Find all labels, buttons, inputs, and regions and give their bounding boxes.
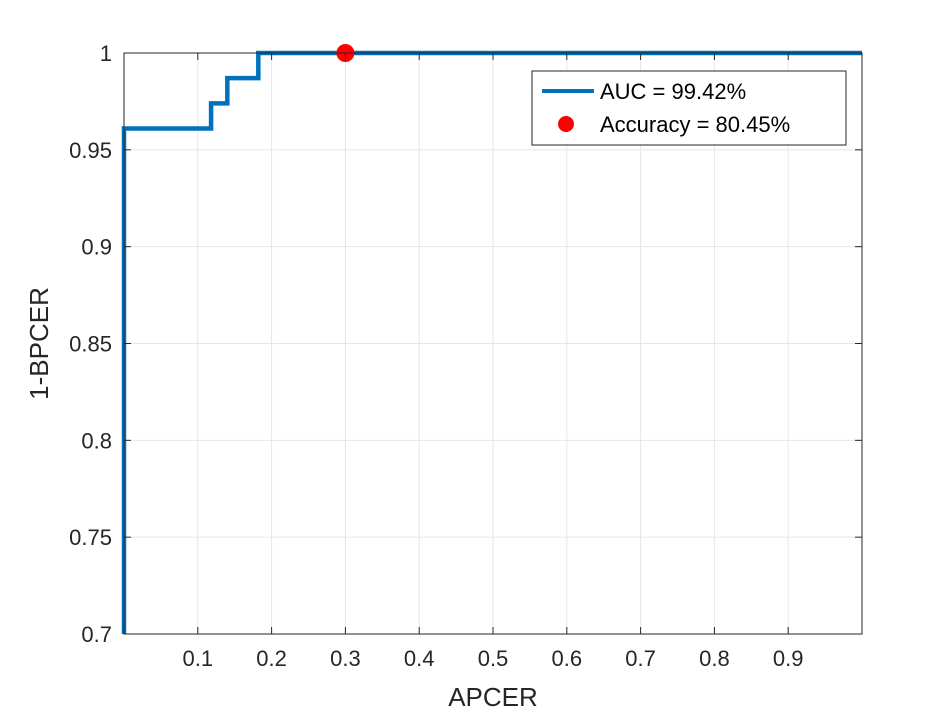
y-tick-label: 0.95 bbox=[69, 138, 112, 163]
tick-marks bbox=[124, 52, 862, 635]
legend-marker-swatch bbox=[558, 116, 574, 132]
x-tick-label: 0.9 bbox=[773, 646, 804, 671]
x-tick-label: 0.6 bbox=[552, 646, 583, 671]
x-tick-label: 0.4 bbox=[404, 646, 435, 671]
y-tick-label: 1 bbox=[100, 41, 112, 66]
y-axis-label: 1-BPCER bbox=[24, 287, 54, 400]
legend-box bbox=[531, 70, 847, 146]
x-tick-label: 0.5 bbox=[478, 646, 509, 671]
y-tick-labels: 0.7 0.75 0.8 0.85 0.9 0.95 1 bbox=[69, 41, 112, 647]
grid-lines bbox=[124, 52, 862, 635]
roc-curve-line bbox=[121, 50, 862, 634]
x-tick-label: 0.2 bbox=[256, 646, 287, 671]
y-tick-label: 0.9 bbox=[81, 235, 112, 260]
x-tick-label: 0.3 bbox=[330, 646, 361, 671]
x-tick-label: 0.1 bbox=[183, 646, 214, 671]
x-tick-label: 0.8 bbox=[699, 646, 730, 671]
legend-entry-auc: AUC = 99.42% bbox=[600, 79, 746, 104]
legend-entry-accuracy: Accuracy = 80.45% bbox=[600, 112, 790, 137]
x-tick-label: 0.7 bbox=[625, 646, 656, 671]
x-tick-labels: 0.1 0.2 0.3 0.4 0.5 0.6 0.7 0.8 0.9 bbox=[183, 646, 804, 671]
y-tick-label: 0.75 bbox=[69, 525, 112, 550]
y-tick-label: 0.8 bbox=[81, 428, 112, 453]
legend: AUC = 99.42% Accuracy = 80.45% bbox=[531, 70, 847, 146]
y-tick-label: 0.7 bbox=[81, 622, 112, 647]
y-tick-label: 0.85 bbox=[69, 332, 112, 357]
x-axis-label: APCER bbox=[448, 682, 538, 712]
